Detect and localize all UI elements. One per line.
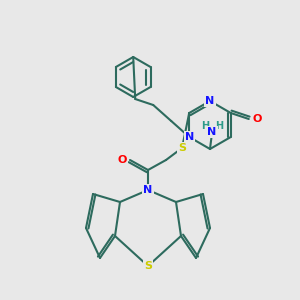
Text: N: N — [206, 96, 214, 106]
Text: N: N — [184, 132, 194, 142]
Text: H: H — [201, 121, 209, 131]
Text: O: O — [117, 155, 127, 165]
Text: S: S — [144, 261, 152, 271]
Text: N: N — [207, 127, 217, 137]
Text: N: N — [143, 185, 153, 195]
Text: O: O — [252, 114, 262, 124]
Text: S: S — [178, 143, 186, 153]
Text: H: H — [215, 121, 223, 131]
